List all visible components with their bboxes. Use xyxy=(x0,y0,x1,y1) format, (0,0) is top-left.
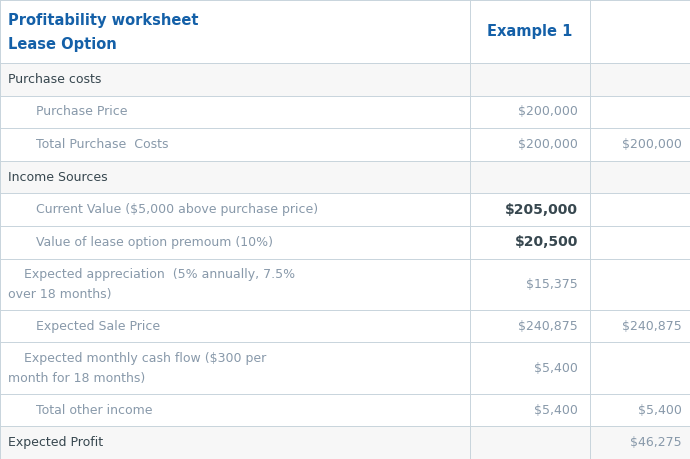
Text: $20,500: $20,500 xyxy=(515,235,578,249)
Text: $200,000: $200,000 xyxy=(518,106,578,118)
Text: Income Sources: Income Sources xyxy=(8,171,108,184)
Bar xyxy=(0,161,690,193)
Text: $46,275: $46,275 xyxy=(631,436,682,449)
Text: Purchase costs: Purchase costs xyxy=(8,73,101,86)
Text: Total other income: Total other income xyxy=(36,403,152,417)
Text: $200,000: $200,000 xyxy=(622,138,682,151)
Bar xyxy=(0,0,690,63)
Text: month for 18 months): month for 18 months) xyxy=(8,372,146,385)
Text: $15,375: $15,375 xyxy=(526,278,578,291)
Text: $5,400: $5,400 xyxy=(534,403,578,417)
Text: over 18 months): over 18 months) xyxy=(8,288,112,301)
Text: Current Value ($5,000 above purchase price): Current Value ($5,000 above purchase pri… xyxy=(36,203,318,216)
Bar xyxy=(0,258,690,310)
Bar xyxy=(0,193,690,226)
Text: Profitability worksheet: Profitability worksheet xyxy=(8,13,199,28)
Text: Expected appreciation  (5% annually, 7.5%: Expected appreciation (5% annually, 7.5% xyxy=(8,269,295,281)
Bar xyxy=(0,342,690,394)
Text: $5,400: $5,400 xyxy=(638,403,682,417)
Text: Lease Option: Lease Option xyxy=(8,37,117,51)
Text: $240,875: $240,875 xyxy=(518,319,578,333)
Bar xyxy=(0,310,690,342)
Text: $205,000: $205,000 xyxy=(505,202,578,217)
Text: Example 1: Example 1 xyxy=(487,24,573,39)
Text: Expected Profit: Expected Profit xyxy=(8,436,103,449)
Bar xyxy=(0,226,690,258)
Text: Total Purchase  Costs: Total Purchase Costs xyxy=(36,138,168,151)
Bar xyxy=(0,426,690,459)
Text: Expected Sale Price: Expected Sale Price xyxy=(36,319,160,333)
Bar xyxy=(0,128,690,161)
Text: $240,875: $240,875 xyxy=(622,319,682,333)
Bar xyxy=(0,63,690,95)
Bar xyxy=(0,394,690,426)
Text: $5,400: $5,400 xyxy=(534,362,578,375)
Text: Expected monthly cash flow ($300 per: Expected monthly cash flow ($300 per xyxy=(8,353,266,365)
Text: $200,000: $200,000 xyxy=(518,138,578,151)
Text: Purchase Price: Purchase Price xyxy=(36,106,128,118)
Bar xyxy=(0,95,690,128)
Text: Value of lease option premoum (10%): Value of lease option premoum (10%) xyxy=(36,236,273,249)
